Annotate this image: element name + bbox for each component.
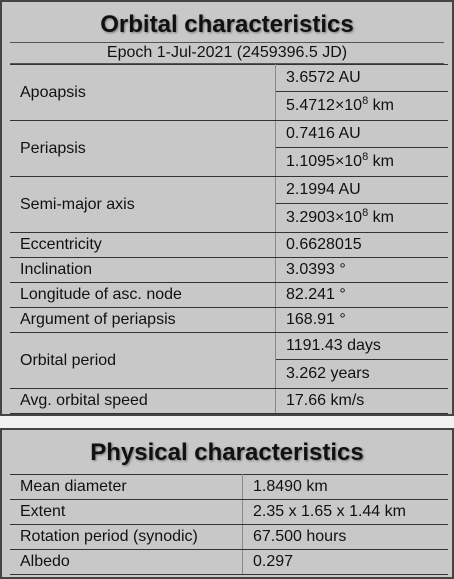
mean-diameter-label: Mean diameter: [10, 474, 243, 500]
apoapsis-km: 5.4712×108 km: [275, 91, 448, 121]
period-row: Orbital period 1191.43 days: [10, 332, 448, 389]
orbital-table: Apoapsis 3.6572 AU 5.4712×108 km Periaps…: [10, 63, 448, 414]
speed-label: Avg. orbital speed: [10, 388, 276, 414]
periapsis-label: Periapsis: [10, 120, 276, 177]
apoapsis-label: Apoapsis: [10, 64, 276, 121]
rotation-period-label: Rotation period (synodic): [10, 524, 243, 550]
apoapsis-au: 3.6572 AU: [275, 63, 448, 93]
panel-gap: [0, 416, 454, 428]
period-years-row: 3.262 years: [10, 359, 448, 389]
arg-periapsis-value: 168.91 °: [275, 307, 448, 333]
lon-asc-node-value: 82.241 °: [275, 282, 448, 308]
eccentricity-label: Eccentricity: [10, 232, 276, 258]
apoapsis-km-row: 5.4712×108 km: [10, 91, 448, 121]
inclination-row: Inclination 3.0393 °: [10, 257, 448, 283]
arg-periapsis-row: Argument of periapsis 168.91 °: [10, 307, 448, 333]
lon-asc-node-label: Longitude of asc. node: [10, 282, 276, 308]
rotation-period-value: 67.500 hours: [242, 524, 448, 550]
physical-row: Rotation period (synodic) 67.500 hours: [10, 524, 448, 550]
apoapsis-row: Apoapsis 3.6572 AU: [10, 63, 448, 121]
period-days: 1191.43 days: [275, 332, 448, 361]
extent-value: 2.35 x 1.65 x 1.44 km: [242, 499, 448, 525]
semimajor-km: 3.2903×108 km: [275, 203, 448, 233]
speed-value: 17.66 km/s: [275, 388, 448, 414]
physical-row: Mean diameter 1.8490 km: [10, 474, 448, 500]
physical-characteristics-panel: Physical characteristics Mean diameter 1…: [0, 428, 454, 579]
physical-title: Physical characteristics: [90, 439, 364, 466]
orbital-title: Orbital characteristics: [100, 11, 354, 38]
mean-diameter-value: 1.8490 km: [242, 474, 448, 500]
physical-row: Extent 2.35 x 1.65 x 1.44 km: [10, 499, 448, 525]
period-years: 3.262 years: [275, 359, 448, 389]
semimajor-km-row: 3.2903×108 km: [10, 203, 448, 233]
physical-table: Mean diameter 1.8490 km Extent 2.35 x 1.…: [10, 474, 448, 575]
epoch-line: Epoch 1-Jul-2021 (2459396.5 JD): [10, 42, 444, 64]
eccentricity-value: 0.6628015: [275, 232, 448, 258]
periapsis-km-row: 1.1095×108 km: [10, 147, 448, 177]
semimajor-label: Semi-major axis: [10, 176, 276, 233]
orbital-characteristics-panel: Orbital characteristics Epoch 1-Jul-2021…: [0, 0, 454, 416]
inclination-value: 3.0393 °: [275, 257, 448, 283]
periapsis-au: 0.7416 AU: [275, 120, 448, 149]
lon-asc-node-row: Longitude of asc. node 82.241 °: [10, 282, 448, 308]
albedo-label: Albedo: [10, 549, 243, 575]
period-label: Orbital period: [10, 332, 276, 389]
physical-row: Albedo 0.297: [10, 549, 448, 575]
extent-label: Extent: [10, 499, 243, 525]
inclination-label: Inclination: [10, 257, 276, 283]
periapsis-km: 1.1095×108 km: [275, 147, 448, 177]
periapsis-row: Periapsis 0.7416 AU: [10, 120, 448, 177]
semimajor-au: 2.1994 AU: [275, 176, 448, 205]
albedo-value: 0.297: [242, 549, 448, 575]
eccentricity-row: Eccentricity 0.6628015: [10, 232, 448, 258]
speed-row: Avg. orbital speed 17.66 km/s: [10, 388, 448, 414]
semimajor-row: Semi-major axis 2.1994 AU: [10, 176, 448, 233]
arg-periapsis-label: Argument of periapsis: [10, 307, 276, 333]
